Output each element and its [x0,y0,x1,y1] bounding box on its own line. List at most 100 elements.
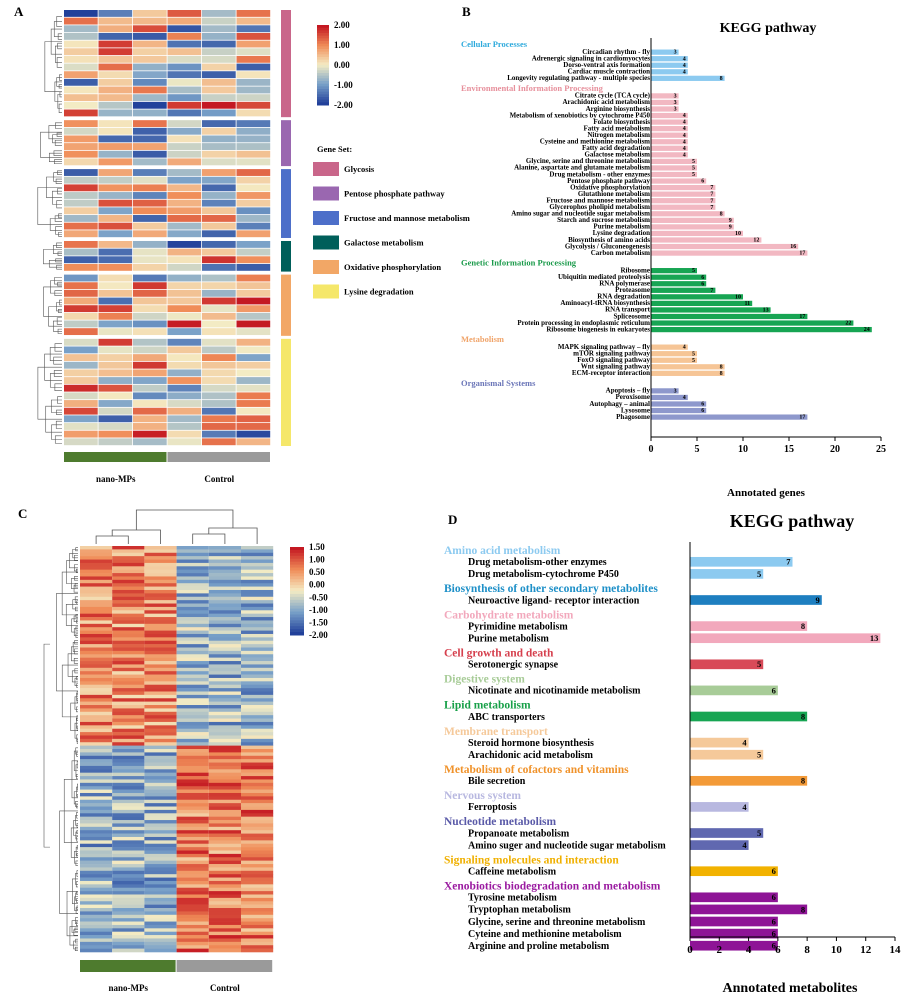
heatmap-cell [80,830,113,834]
heatmap-cell [80,688,113,692]
heatmap-cell [208,833,241,838]
heatmap-cell [208,806,241,811]
heatmap-cell [236,274,271,282]
heatmap-cell [236,63,271,71]
heatmap-cell [208,864,241,868]
heatmap-cell [144,640,177,645]
heatmap-cell [133,282,167,290]
heatmap-cell [80,674,113,679]
heatmap-cell [208,894,241,899]
heatmap-cell [98,328,133,336]
pathway-label: Purine metabolism [468,633,549,644]
heatmap-cell [176,765,209,770]
heatmap-cell [208,928,241,932]
heatmap-cell [144,546,177,550]
heatmap-cell [176,633,209,638]
heatmap-cell [144,610,177,614]
panel-c-label: C [18,506,27,521]
heatmap-cell [241,769,274,773]
heatmap-cell [236,438,271,446]
heatmap-cell [208,887,241,892]
heatmap-cell [80,742,113,746]
heatmap-cell [176,681,209,686]
heatmap-cell [208,613,241,618]
gene-set-bar-segment [281,169,291,238]
heatmap-cell [112,644,145,648]
heatmap-cell [112,633,145,638]
heatmap-cell [144,725,177,729]
heatmap-cell [241,924,274,929]
heatmap-cell [144,647,177,652]
heatmap-cell [241,813,274,817]
heatmap-cell [80,782,113,787]
gene-set-legend-label: Galactose metabolism [344,238,424,248]
heatmap-cell [241,840,274,845]
heatmap-cell [176,786,209,790]
color-scale-a-segment [317,94,329,98]
color-scale-a-segment [317,30,329,34]
heatmap-cell [167,328,202,336]
heatmap-cell [236,282,271,290]
gene-set-legend-swatch [313,235,339,250]
color-scale-a-segment [317,67,329,71]
heatmap-cell [241,864,274,868]
bar-value-label: 7 [710,192,713,198]
bar-value-label: 5 [692,351,695,357]
color-scale-a-segment [317,27,329,31]
heatmap-cell [64,25,98,33]
heatmap-cell [241,610,274,614]
heatmap-cell [176,613,209,618]
heatmap-cell [176,908,209,912]
heatmap-cell [176,860,209,865]
color-scale-c-segment [290,617,304,621]
heatmap-cell [144,654,177,658]
heatmap-cell [176,579,209,584]
heatmap-cell [112,569,145,574]
heatmap-cell [208,786,241,790]
heatmap-cell [176,918,209,922]
heatmap-cell [241,884,274,889]
heatmap-cell [176,772,209,777]
heatmap-cell [80,853,113,858]
heatmap-cell [144,776,177,780]
heatmap-cell [176,725,209,729]
heatmap-cell [98,55,133,63]
heatmap-cell [202,369,236,377]
heatmap-cell [80,596,113,601]
heatmap-cell [133,86,167,94]
heatmap-cell [112,552,145,557]
heatmap-cell [144,630,177,635]
heatmap-cell [80,840,113,845]
pathway-bar [690,928,778,939]
bar-chart-d-svg: D KEGG pathway Amino acid metabolismDrug… [444,511,901,996]
heatmap-cell [202,392,236,400]
heatmap-cell [80,738,113,743]
heatmap-cell [80,569,113,574]
bar-value-label: 3 [674,107,677,113]
heatmap-cell [202,176,236,184]
heatmap-cell [236,240,271,248]
heatmap-cell [80,681,113,686]
heatmap-cell [133,25,167,33]
heatmap-cell [236,346,271,354]
heatmap-cell [176,867,209,872]
heatmap-cell [112,945,145,949]
heatmap-cell [112,860,145,865]
pathway-label: Proteasome [615,286,650,294]
heatmap-cell [241,711,274,716]
bar-value-label: 3 [674,100,677,106]
heatmap-cell [236,40,271,48]
heatmap-cell [98,297,133,305]
pathway-label: Neuroactive ligand- receptor interaction [468,595,640,606]
heatmap-cell [98,25,133,33]
heatmap-cell [176,904,209,909]
heatmap-cell [80,600,113,604]
bar-value-label: 9 [729,224,732,230]
heatmap-cell [202,407,236,415]
heatmap-cell [80,671,113,675]
gene-set-legend-label: Glycosis [344,164,375,174]
pathway-bar [651,307,771,313]
heatmap-cell [167,17,202,25]
heatmap-cell [64,143,98,150]
heatmap-cell [144,576,177,581]
